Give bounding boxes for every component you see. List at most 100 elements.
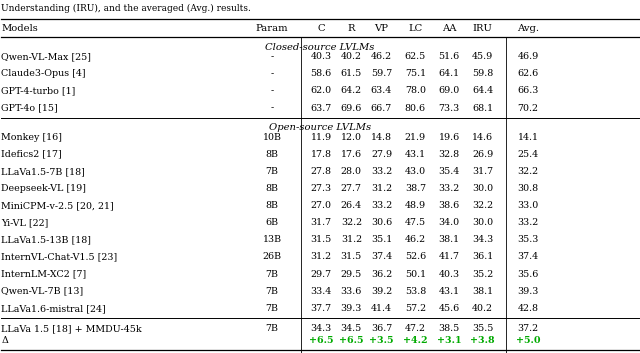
Text: GPT-4-turbo [1]: GPT-4-turbo [1] xyxy=(1,86,76,95)
Text: 40.2: 40.2 xyxy=(341,52,362,61)
Text: 38.5: 38.5 xyxy=(438,324,460,333)
Text: Closed-source LVLMs: Closed-source LVLMs xyxy=(266,43,374,52)
Text: 63.4: 63.4 xyxy=(371,86,392,95)
Text: 80.6: 80.6 xyxy=(404,103,426,113)
Text: 28.0: 28.0 xyxy=(341,167,362,176)
Text: InternVL-Chat-V1.5 [23]: InternVL-Chat-V1.5 [23] xyxy=(1,252,118,262)
Text: 46.9: 46.9 xyxy=(517,52,539,61)
Text: Param: Param xyxy=(256,24,288,33)
Text: 34.5: 34.5 xyxy=(340,324,362,333)
Text: 38.1: 38.1 xyxy=(472,287,493,296)
Text: 62.5: 62.5 xyxy=(404,52,426,61)
Text: +6.5: +6.5 xyxy=(309,336,333,345)
Text: 43.1: 43.1 xyxy=(438,287,460,296)
Text: -: - xyxy=(270,103,274,113)
Text: VP: VP xyxy=(374,24,388,33)
Text: 31.2: 31.2 xyxy=(340,235,362,244)
Text: 37.2: 37.2 xyxy=(517,324,539,333)
Text: LLaVa1.5-7B [18]: LLaVa1.5-7B [18] xyxy=(1,167,85,176)
Text: -: - xyxy=(270,52,274,61)
Text: 34.0: 34.0 xyxy=(438,218,460,227)
Text: 10B: 10B xyxy=(262,133,282,142)
Text: +5.0: +5.0 xyxy=(516,336,540,345)
Text: 46.2: 46.2 xyxy=(404,235,426,244)
Text: 29.5: 29.5 xyxy=(340,270,362,279)
Text: -: - xyxy=(270,86,274,95)
Text: 26B: 26B xyxy=(262,252,282,262)
Text: 52.6: 52.6 xyxy=(404,252,426,262)
Text: Deepseek-VL [19]: Deepseek-VL [19] xyxy=(1,184,86,193)
Text: Open-source LVLMs: Open-source LVLMs xyxy=(269,123,371,132)
Text: Understanding (IRU), and the averaged (Avg.) results.: Understanding (IRU), and the averaged (A… xyxy=(1,4,251,13)
Text: +3.8: +3.8 xyxy=(470,336,495,345)
Text: 64.2: 64.2 xyxy=(340,86,362,95)
Text: 78.0: 78.0 xyxy=(405,86,426,95)
Text: 29.7: 29.7 xyxy=(310,270,332,279)
Text: GPT-4o [15]: GPT-4o [15] xyxy=(1,103,58,113)
Text: 32.2: 32.2 xyxy=(472,201,493,210)
Text: AA: AA xyxy=(442,24,456,33)
Text: 13B: 13B xyxy=(262,235,282,244)
Text: 31.2: 31.2 xyxy=(310,252,332,262)
Text: 35.5: 35.5 xyxy=(472,324,493,333)
Text: 8B: 8B xyxy=(266,201,278,210)
Text: 26.4: 26.4 xyxy=(340,201,362,210)
Text: 32.8: 32.8 xyxy=(438,150,460,159)
Text: 26.9: 26.9 xyxy=(472,150,493,159)
Text: 21.9: 21.9 xyxy=(404,133,426,142)
Text: 66.3: 66.3 xyxy=(517,86,539,95)
Text: 33.2: 33.2 xyxy=(371,167,392,176)
Text: 35.1: 35.1 xyxy=(371,235,392,244)
Text: 37.7: 37.7 xyxy=(310,304,332,313)
Text: 63.7: 63.7 xyxy=(310,103,332,113)
Text: 37.4: 37.4 xyxy=(371,252,392,262)
Text: 46.2: 46.2 xyxy=(371,52,392,61)
Text: 68.1: 68.1 xyxy=(472,103,493,113)
Text: Idefics2 [17]: Idefics2 [17] xyxy=(1,150,62,159)
Text: 32.2: 32.2 xyxy=(517,167,539,176)
Text: 7B: 7B xyxy=(266,270,278,279)
Text: 59.7: 59.7 xyxy=(371,69,392,78)
Text: 70.2: 70.2 xyxy=(518,103,538,113)
Text: 50.1: 50.1 xyxy=(404,270,426,279)
Text: 37.4: 37.4 xyxy=(517,252,539,262)
Text: 14.8: 14.8 xyxy=(371,133,392,142)
Text: Models: Models xyxy=(1,24,38,33)
Text: LLaVa1.5-13B [18]: LLaVa1.5-13B [18] xyxy=(1,235,92,244)
Text: 33.4: 33.4 xyxy=(310,287,332,296)
Text: 45.9: 45.9 xyxy=(472,52,493,61)
Text: 58.6: 58.6 xyxy=(310,69,332,78)
Text: R: R xyxy=(348,24,355,33)
Text: 59.8: 59.8 xyxy=(472,69,493,78)
Text: 45.6: 45.6 xyxy=(438,304,460,313)
Text: 47.5: 47.5 xyxy=(404,218,426,227)
Text: 41.4: 41.4 xyxy=(371,304,392,313)
Text: 27.9: 27.9 xyxy=(371,150,392,159)
Text: 33.2: 33.2 xyxy=(517,218,539,227)
Text: 75.1: 75.1 xyxy=(404,69,426,78)
Text: 39.3: 39.3 xyxy=(340,304,362,313)
Text: 7B: 7B xyxy=(266,304,278,313)
Text: 39.2: 39.2 xyxy=(371,287,392,296)
Text: 7B: 7B xyxy=(266,287,278,296)
Text: 48.9: 48.9 xyxy=(404,201,426,210)
Text: Monkey [16]: Monkey [16] xyxy=(1,133,62,142)
Text: MiniCPM-v-2.5 [20, 21]: MiniCPM-v-2.5 [20, 21] xyxy=(1,201,114,210)
Text: 36.1: 36.1 xyxy=(472,252,493,262)
Text: 27.7: 27.7 xyxy=(341,184,362,193)
Text: Δ: Δ xyxy=(1,336,8,345)
Text: 57.2: 57.2 xyxy=(404,304,426,313)
Text: 31.7: 31.7 xyxy=(472,167,493,176)
Text: 64.4: 64.4 xyxy=(472,86,493,95)
Text: 30.6: 30.6 xyxy=(371,218,392,227)
Text: 30.0: 30.0 xyxy=(472,218,493,227)
Text: +6.5: +6.5 xyxy=(339,336,364,345)
Text: 39.3: 39.3 xyxy=(517,287,539,296)
Text: Avg.: Avg. xyxy=(517,24,539,33)
Text: 33.0: 33.0 xyxy=(517,201,539,210)
Text: 31.7: 31.7 xyxy=(310,218,332,227)
Text: 27.8: 27.8 xyxy=(311,167,332,176)
Text: 62.6: 62.6 xyxy=(517,69,539,78)
Text: 51.6: 51.6 xyxy=(438,52,460,61)
Text: 64.1: 64.1 xyxy=(438,69,460,78)
